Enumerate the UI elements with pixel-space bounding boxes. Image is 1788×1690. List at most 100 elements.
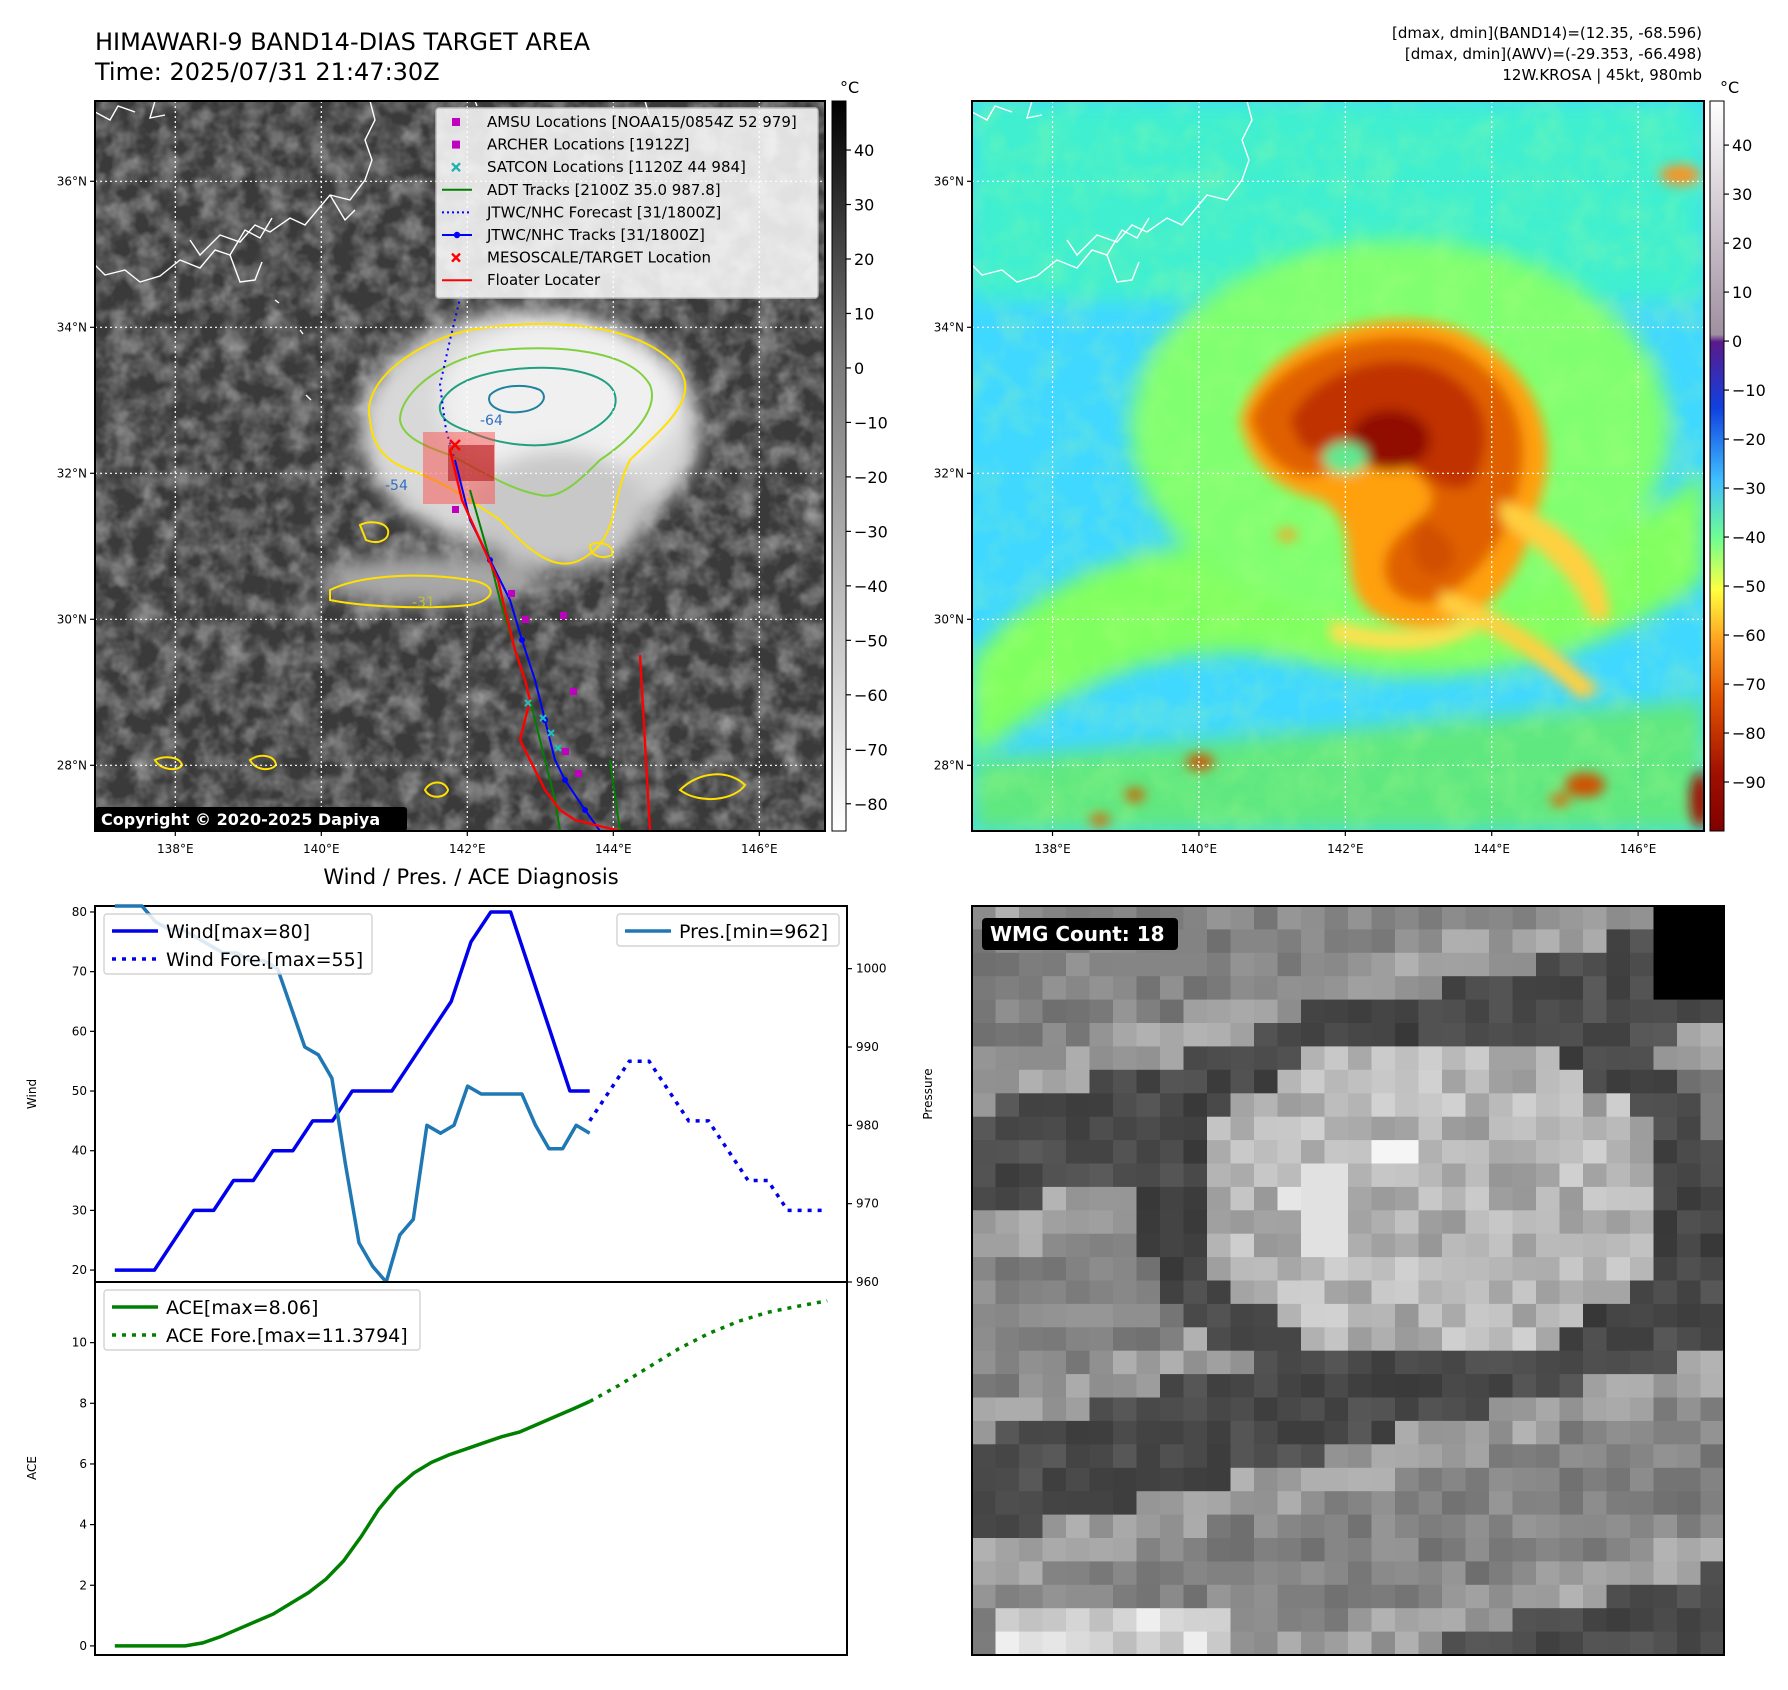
legend-label: JTWC/NHC Tracks [31/1800Z] <box>486 226 705 244</box>
target-marker <box>449 439 461 451</box>
wmg-pixel-grid <box>972 906 1725 1656</box>
wind-tick-label: 40 <box>72 1144 87 1158</box>
ace-tick-label: 6 <box>79 1457 87 1471</box>
ir-lat-label: 32°N <box>57 466 87 480</box>
wind-forecast-line <box>588 1059 828 1213</box>
colorbar-tick-label: −20 <box>854 468 888 487</box>
colorbar-tick-label: −50 <box>854 631 888 650</box>
awv-lon-label: 144°E <box>1473 842 1510 856</box>
ir-lat-label: 28°N <box>57 758 87 772</box>
legend-ace-fore: ACE Fore.[max=11.3794] <box>166 1325 408 1347</box>
awv-lat-label: 28°N <box>934 758 964 772</box>
ir-lat-label: 36°N <box>57 174 87 188</box>
ace-tick-label: 4 <box>79 1518 87 1532</box>
storm-cloud-colors <box>1240 320 1610 700</box>
colorbar-tick-label: −80 <box>1732 724 1766 743</box>
colorbar-tick-label: −50 <box>1732 577 1766 596</box>
diagnosis-title: Wind / Pres. / ACE Diagnosis <box>323 865 618 889</box>
awv-lon-label: 146°E <box>1620 842 1657 856</box>
pressure-tick-label: 980 <box>856 1118 879 1132</box>
colorbar-tick-label: 10 <box>1732 283 1752 302</box>
wind-tick-label: 30 <box>72 1203 87 1217</box>
coastline-right <box>972 101 1253 283</box>
awv-lon-label: 142°E <box>1327 842 1364 856</box>
wind-series-line <box>114 910 590 1272</box>
colorbar-tick-label: 20 <box>1732 234 1752 253</box>
ir-colorbar: °C 40 30 20 10 0 −10 −20 −30 −40 −50 −60 −70 −80 <box>831 78 888 832</box>
wind-legend: Wind[max=80] Wind Fore.[max=55] <box>103 913 373 975</box>
colorbar-tick-label: −60 <box>854 686 888 705</box>
ir-lon-label: 144°E <box>595 842 632 856</box>
wind-tick-label: 60 <box>72 1024 87 1038</box>
pressure-tick-label: 960 <box>856 1275 879 1289</box>
legend-label: Floater Locater <box>487 271 601 289</box>
ace-tick-label: 0 <box>79 1639 87 1653</box>
map-legend: AMSU Locations [NOAA15/0854Z 52 979] ARCH… <box>435 107 819 299</box>
legend-item: MESOSCALE/TARGET Location <box>451 249 711 267</box>
colorbar-tick-label: −80 <box>854 795 888 814</box>
awv-colorbar-unit: °C <box>1720 78 1739 97</box>
small-convection <box>1090 165 1704 828</box>
wind-tick-label: 20 <box>72 1263 87 1277</box>
wind-axis-label: Wind <box>25 1079 39 1109</box>
awv-colorbar: °C 40 30 20 10 0 −10 −20 −30 −40 −50 −60 −70 −80 −90 <box>1709 78 1766 832</box>
ir-lon-label: 142°E <box>449 842 486 856</box>
ir-lat-label: 34°N <box>57 320 87 334</box>
ace-tick-label: 8 <box>79 1396 87 1410</box>
info-band14: [dmax, dmin](BAND14)=(12.35, -68.596) <box>1392 24 1702 42</box>
coastline <box>95 101 650 401</box>
legend-pressure: Pres.[min=962] <box>679 921 828 943</box>
legend-wind: Wind[max=80] <box>166 921 310 943</box>
pressure-tick-label: 1000 <box>856 962 887 976</box>
legend-item: ARCHER Locations [1912Z] <box>452 136 690 154</box>
colorbar-tick-label: −70 <box>854 740 888 759</box>
colorbar-tick-label: −60 <box>1732 626 1766 645</box>
colorbar-tick-label: 40 <box>1732 136 1752 155</box>
color-map-panel: 138°E 140°E 142°E 144°E 146°E 36°N 34°N 32°N 30°… <box>934 100 1705 856</box>
wind-tick-label: 70 <box>72 965 87 979</box>
colorbar-tick-label: 30 <box>1732 185 1752 204</box>
satcon-points <box>524 699 562 752</box>
pressure-tick-label: 970 <box>856 1197 879 1211</box>
colorbar-tick-label: 30 <box>854 196 874 215</box>
ir-lon-label: 138°E <box>157 842 194 856</box>
legend-label: AMSU Locations [NOAA15/0854Z 52 979] <box>487 113 797 131</box>
wind-pressure-plot: 80 70 60 50 40 30 20 1000 990 980 970 960 Wind Pre… <box>25 904 935 1289</box>
colorbar-tick-label: −30 <box>854 522 888 541</box>
awv-lat-label: 30°N <box>934 612 964 626</box>
ace-legend: ACE[max=8.06] ACE Fore.[max=11.3794] <box>103 1289 421 1351</box>
ir-lon-label: 146°E <box>741 842 778 856</box>
legend-item: SATCON Locations [1120Z 44 984] <box>451 158 746 176</box>
awv-lat-label: 36°N <box>934 174 964 188</box>
legend-item: ADT Tracks [2100Z 35.0 987.8] <box>442 181 721 199</box>
info-awv: [dmax, dmin](AWV)=(-29.353, -66.498) <box>1405 45 1702 63</box>
forecast-track <box>438 289 463 461</box>
colorbar-tick-label: −10 <box>1732 381 1766 400</box>
color-map-ticks: 138°E 140°E 142°E 144°E 146°E 36°N 34°N 32°N 30°… <box>934 174 1657 856</box>
storm-tracks <box>423 289 652 833</box>
colorbar-tick-label: −10 <box>854 413 888 432</box>
wmg-count-label: WMG Count: 18 <box>990 922 1165 946</box>
awv-lat-label: 32°N <box>934 466 964 480</box>
contour-label-3: -31 <box>412 595 435 611</box>
colorbar-tick-label: −40 <box>1732 528 1766 547</box>
pressure-legend: Pres.[min=962] <box>616 913 840 947</box>
ace-forecast-line <box>588 1299 828 1404</box>
figure-title: HIMAWARI-9 BAND14-DIAS TARGET AREA <box>95 28 591 56</box>
ir-map-ticks: 138°E 140°E 142°E 144°E 146°E 36°N 34°N 32°N 30°… <box>57 174 778 856</box>
cloud-contours <box>153 322 747 801</box>
ace-plot: 10 8 6 4 2 0 ACE ACE[max=8.06] ACE Fore.[max=… <box>25 1281 848 1656</box>
ace-tick-label: 2 <box>79 1578 87 1592</box>
amsu-points <box>452 506 582 777</box>
legend-wind-fore: Wind Fore.[max=55] <box>166 949 363 971</box>
ace-series-line <box>114 1399 591 1648</box>
contour-label-2: -54 <box>385 478 408 494</box>
wind-tick-label: 80 <box>72 905 87 919</box>
wmg-panel: WMG Count: 18 <box>971 905 1725 1656</box>
contour-label-1: -64 <box>480 413 503 429</box>
colorbar-tick-label: −30 <box>1732 479 1766 498</box>
awv-lon-label: 140°E <box>1181 842 1218 856</box>
legend-item: JTWC/NHC Forecast [31/1800Z] <box>442 203 721 221</box>
colorbar-tick-label: 10 <box>854 304 874 323</box>
